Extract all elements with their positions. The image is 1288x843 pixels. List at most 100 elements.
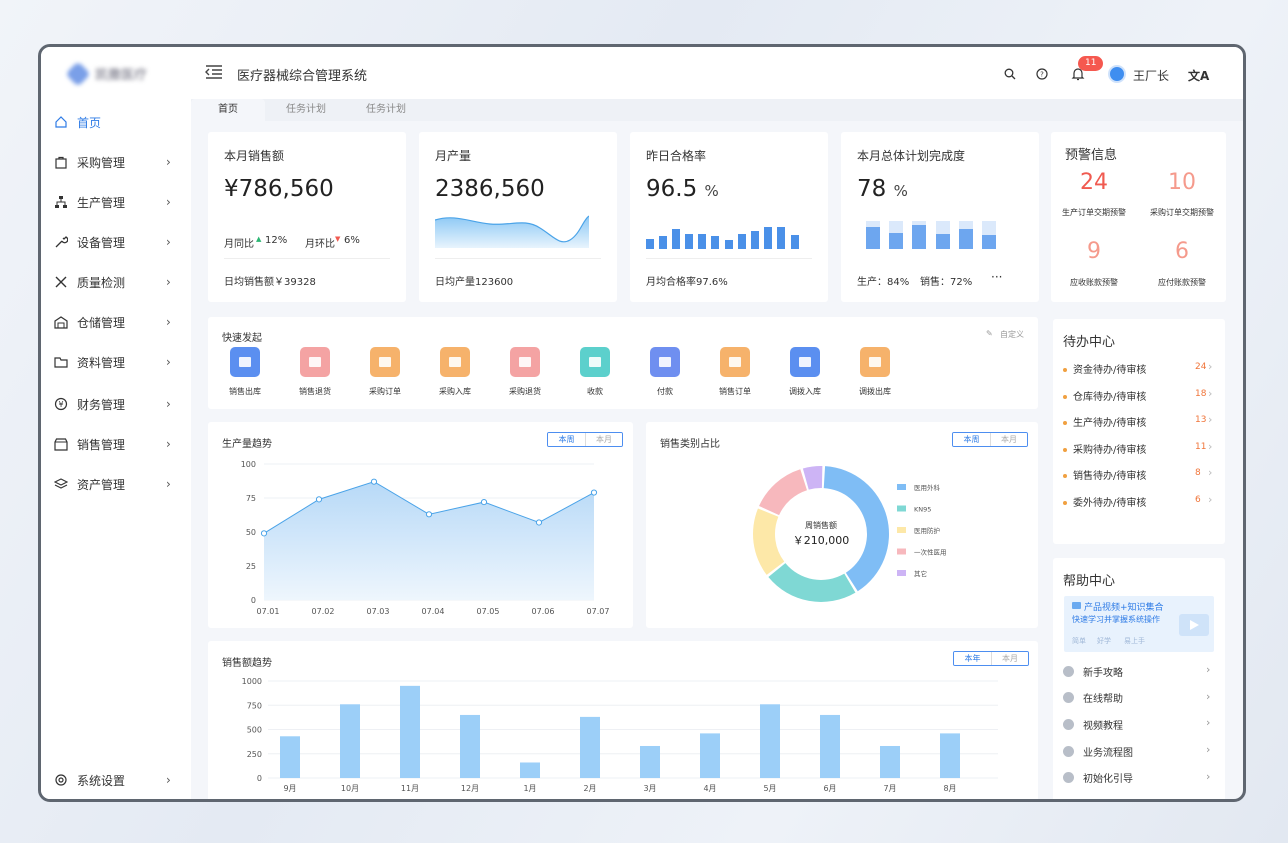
todo-item[interactable]: 生产待办/待审核 — [1063, 414, 1213, 429]
x-tick-label: 6月 — [823, 784, 836, 793]
toggle-month[interactable]: 本月 — [990, 433, 1027, 446]
warning-number[interactable]: 10 — [1168, 170, 1196, 195]
data-point[interactable] — [260, 530, 268, 537]
bell-icon[interactable] — [1071, 67, 1085, 81]
donut-slice[interactable] — [759, 469, 807, 516]
todo-item[interactable]: 资金待办/待审核 — [1063, 361, 1213, 376]
data-point[interactable] — [480, 498, 488, 506]
quick-action[interactable]: 付款 — [630, 347, 700, 397]
sidebar-item-quality[interactable]: 质量检测 › — [41, 265, 191, 299]
logo[interactable]: 凯撒医疗 — [65, 60, 147, 87]
donut-slice[interactable] — [802, 466, 823, 490]
legend-label: 一次性医用 — [914, 548, 947, 557]
more-icon[interactable]: ··· — [991, 270, 1003, 284]
quick-action[interactable]: 销售退货 — [280, 347, 350, 397]
sidebar-item-assets[interactable]: 资产管理 › — [41, 467, 191, 501]
help-item-icon — [1063, 692, 1074, 704]
bullet-dot — [1063, 500, 1067, 505]
logo-mark-icon — [65, 60, 91, 87]
bar[interactable] — [340, 704, 360, 778]
warning-title: 预警信息 — [1065, 148, 1118, 163]
tab-task-plan[interactable]: 任务计划 — [366, 104, 406, 115]
toggle-week[interactable]: 本周 — [548, 433, 585, 446]
donut-slice[interactable] — [768, 563, 856, 602]
sidebar-item-documents[interactable]: 资料管理 › — [41, 345, 191, 379]
toggle-week[interactable]: 本周 — [953, 433, 990, 446]
bar[interactable] — [400, 685, 420, 778]
customize-link[interactable]: 自定义 — [1000, 330, 1024, 339]
donut-slice[interactable] — [823, 466, 889, 592]
sidebar-item-settings[interactable]: 系统设置 › — [41, 763, 191, 797]
sidebar-item-home[interactable]: 首页 — [41, 105, 191, 139]
bar[interactable] — [640, 745, 660, 778]
menu-collapse-icon[interactable] — [205, 64, 223, 80]
todo-title: 待办中心 — [1063, 335, 1116, 350]
help-item[interactable]: 视频教程 — [1063, 715, 1213, 733]
kpi-value: 2386,560 — [435, 176, 545, 202]
bar[interactable] — [940, 733, 960, 778]
bar[interactable] — [460, 714, 480, 778]
warning-label: 应收账款预警 — [1070, 278, 1118, 287]
todo-item[interactable]: 销售待办/待审核 — [1063, 467, 1213, 482]
bar[interactable] — [880, 745, 900, 778]
help-item[interactable]: 初始化引导 — [1063, 769, 1213, 787]
warning-number[interactable]: 24 — [1080, 170, 1108, 195]
help-item[interactable]: 新手攻略 — [1063, 662, 1213, 680]
help-banner[interactable]: 产品视频+知识集合 快速学习并掌握系统操作 简单 好学 易上手 — [1064, 596, 1214, 652]
quick-action[interactable]: 调拨入库 — [770, 347, 840, 397]
donut-slice[interactable] — [753, 508, 785, 575]
sidebar-item-production[interactable]: 生产管理 › — [41, 185, 191, 219]
bar[interactable] — [520, 762, 540, 778]
help-icon[interactable]: ? — [1035, 67, 1049, 81]
sales-trend-card: 销售额趋势 本年 本月 0 250 500 750 1000 9月 10月 11月 12月 1月 2… — [208, 641, 1038, 799]
data-point[interactable] — [535, 519, 543, 526]
username[interactable]: 王厂长 — [1133, 69, 1170, 83]
sales-category-card: 销售类别占比 本周 本月 医用外科 KN95 医用防护 一次性医用 其它 周销售额 ￥210… — [646, 422, 1038, 628]
quick-action[interactable]: 收款 — [560, 347, 630, 397]
x-tick-label: 10月 — [341, 784, 359, 793]
bar[interactable] — [820, 714, 840, 778]
quick-action[interactable]: 采购订单 — [350, 347, 420, 397]
todo-item[interactable]: 采购待办/待审核 — [1063, 441, 1213, 456]
sidebar-item-finance[interactable]: ¥ 财务管理 › — [41, 387, 191, 421]
data-point[interactable] — [315, 496, 323, 503]
help-item[interactable]: 在线帮助 — [1063, 689, 1213, 707]
app-window: 凯撒医疗 医疗器械综合管理系统 ? 11 王厂长 文A 首页 采购管理 › — [38, 44, 1246, 802]
warning-number[interactable]: 6 — [1175, 239, 1189, 264]
bar[interactable] — [280, 736, 300, 778]
plan-sales: 销售：72% — [920, 277, 973, 288]
warning-number[interactable]: 9 — [1087, 239, 1101, 264]
avatar[interactable] — [1108, 65, 1126, 83]
bar[interactable] — [760, 704, 780, 778]
quick-action[interactable]: 销售出库 — [210, 347, 280, 397]
help-item[interactable]: 业务流程图 — [1063, 742, 1213, 760]
quick-action[interactable]: 销售订单 — [700, 347, 770, 397]
quick-action[interactable]: 采购退货 — [490, 347, 560, 397]
data-point[interactable] — [370, 478, 378, 485]
quick-action[interactable]: 调拨出库 — [840, 347, 910, 397]
chevron-right-icon: › — [1206, 743, 1211, 757]
chart-title: 销售类别占比 — [660, 439, 720, 450]
tab-task-plan[interactable]: 任务计划 — [286, 104, 326, 115]
toggle-month[interactable]: 本月 — [991, 652, 1028, 665]
todo-item[interactable]: 委外待办/待审核 — [1063, 494, 1213, 509]
search-icon[interactable] — [1003, 67, 1017, 81]
translate-icon[interactable]: 文A — [1188, 69, 1210, 83]
edit-icon[interactable]: ✎ — [986, 329, 993, 338]
bar[interactable] — [700, 733, 720, 778]
tab-home[interactable]: 首页 — [191, 99, 265, 121]
toggle-year[interactable]: 本年 — [954, 652, 991, 665]
sidebar-item-purchase[interactable]: 采购管理 › — [41, 145, 191, 179]
sidebar-item-warehouse[interactable]: 仓储管理 › — [41, 305, 191, 339]
sidebar-item-sales[interactable]: 销售管理 › — [41, 427, 191, 461]
sidebar-item-equipment[interactable]: 设备管理 › — [41, 225, 191, 259]
quick-action-label: 采购退货 — [509, 387, 541, 396]
todo-item[interactable]: 仓库待办/待审核 — [1063, 388, 1213, 403]
toggle-month[interactable]: 本月 — [585, 433, 622, 446]
quick-action[interactable]: 采购入库 — [420, 347, 490, 397]
bar[interactable] — [580, 716, 600, 778]
data-point[interactable] — [425, 511, 433, 518]
todo-label: 资金待办/待审核 — [1073, 365, 1147, 376]
data-point[interactable] — [590, 489, 598, 496]
